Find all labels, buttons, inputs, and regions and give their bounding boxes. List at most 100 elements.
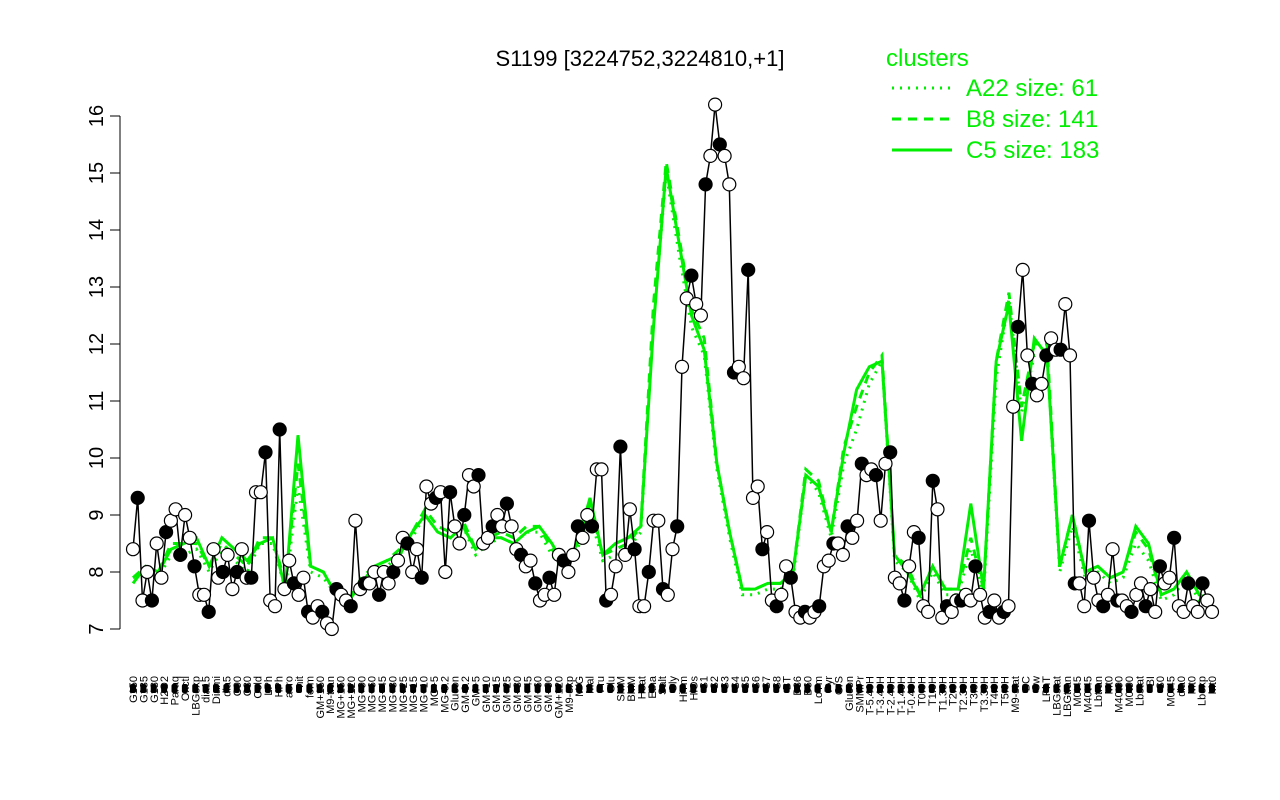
x-tick-label: M9-tran — [325, 676, 337, 714]
x-tick-label: S5 — [740, 676, 752, 689]
x-tick-label: M40t45 — [1083, 676, 1095, 713]
data-point — [187, 559, 202, 574]
data-point — [452, 536, 467, 551]
x-tick-label: Heat — [636, 676, 648, 699]
x-tick-mark — [430, 684, 437, 693]
x-tick-mark — [617, 684, 624, 693]
x-tick-mark — [555, 684, 562, 693]
x-tick-label: GM+90 — [543, 676, 555, 712]
x-tick-label: GM+120 — [553, 676, 565, 719]
y-tick-label: 7 — [86, 623, 108, 634]
x-axis: G150G135G180H2O2ParaqOxctlLBGexpdia15Dia… — [128, 675, 1219, 718]
x-tick-mark — [254, 684, 261, 693]
x-tick-mark — [493, 684, 500, 693]
data-point — [717, 148, 732, 163]
data-point — [1077, 599, 1092, 614]
y-tick-label: 9 — [86, 509, 108, 520]
data-point — [1152, 559, 1168, 574]
data-point — [755, 542, 770, 557]
data-point — [225, 581, 240, 597]
x-tick-mark — [420, 684, 427, 693]
data-point — [920, 604, 936, 620]
x-tick-label: MG+120 — [346, 676, 358, 719]
x-tick-mark — [1084, 684, 1091, 693]
x-tick-label: T1.0H — [927, 676, 939, 706]
data-point — [1166, 530, 1182, 545]
x-tick-label: Pyr — [823, 676, 835, 693]
x-tick-label: Lbstat — [1134, 676, 1146, 706]
x-tick-label: MG+90 — [356, 676, 368, 712]
y-tick-label: 16 — [86, 105, 108, 127]
x-tick-mark — [1105, 684, 1112, 693]
data-point — [651, 513, 666, 528]
x-tick-label: nit — [294, 676, 306, 688]
x-tick-mark — [1198, 684, 1205, 693]
data-point — [447, 519, 462, 534]
x-tick-mark — [399, 684, 406, 693]
y-tick-label: 11 — [86, 391, 108, 412]
data-point — [641, 564, 656, 580]
x-tick-mark — [783, 684, 790, 693]
x-tick-label: SMMPr — [854, 676, 866, 713]
x-tick-mark — [1032, 684, 1039, 693]
x-tick-mark — [659, 684, 666, 693]
data-point — [759, 524, 775, 540]
x-tick-mark — [327, 684, 334, 693]
x-tick-mark — [690, 684, 697, 693]
x-tick-label: T3.30H — [979, 676, 991, 712]
x-tick-mark — [379, 684, 385, 693]
data-point — [892, 576, 907, 591]
x-tick-label: Salt — [657, 676, 669, 695]
x-tick-label: Mt0 — [1103, 676, 1115, 694]
data-point — [1081, 513, 1097, 528]
x-tick-label: S2 — [709, 676, 721, 689]
chart-title: S1199 [3224752,3224810,+1] — [496, 46, 785, 71]
x-tick-label: T1.30H — [937, 676, 949, 712]
x-tick-label: T4.0H — [989, 676, 1001, 706]
x-tick-label: Glu — [605, 676, 617, 693]
data-point — [201, 604, 216, 620]
legend: clusters A22 size: 61 B8 size: 141 C5 size… — [886, 45, 1099, 164]
x-tick-mark — [213, 684, 219, 693]
data-point — [613, 439, 628, 454]
data-point — [196, 587, 212, 602]
x-tick-label: B60 — [802, 676, 814, 696]
x-tick-label: Glucon — [844, 676, 856, 711]
data-point — [542, 570, 557, 585]
x-tick-label: T-1.40H — [896, 676, 908, 715]
x-tick-label: M0t45 — [1166, 676, 1178, 707]
x-tick-label: LBGstat — [1051, 676, 1063, 716]
x-tick-label: MG+30 — [387, 676, 399, 712]
x-tick-mark — [451, 684, 458, 693]
x-tick-mark — [1157, 684, 1164, 693]
data-point — [1034, 376, 1049, 391]
data-point — [125, 542, 141, 557]
x-tick-mark — [337, 684, 344, 693]
legend-label: C5 size: 183 — [966, 137, 1099, 164]
data-point — [438, 564, 453, 580]
x-tick-mark — [181, 684, 188, 693]
x-tick-label: GM-0.2 — [460, 676, 472, 713]
x-tick-label: G135 — [138, 676, 150, 703]
data-point — [443, 485, 458, 500]
x-tick-mark — [1043, 684, 1049, 693]
data-point — [722, 177, 737, 192]
data-point — [154, 570, 169, 585]
data-point — [348, 513, 363, 528]
x-tick-mark — [794, 684, 800, 693]
data-point — [627, 542, 642, 557]
x-tick-mark — [679, 684, 686, 693]
x-tick-mark — [1146, 684, 1153, 693]
x-tick-label: BI — [1145, 676, 1157, 686]
data-point — [565, 547, 581, 563]
x-tick-mark — [296, 684, 302, 693]
x-tick-label: T0.0H — [917, 676, 929, 706]
data-point — [1058, 297, 1073, 312]
x-tick-label: Mt0 — [1186, 676, 1198, 694]
x-tick-mark — [773, 684, 780, 693]
x-tick-mark — [306, 684, 313, 693]
x-tick-mark — [596, 684, 603, 693]
x-tick-label: S6 — [751, 676, 763, 689]
x-tick-mark — [524, 684, 531, 693]
x-tick-mark — [607, 684, 614, 693]
